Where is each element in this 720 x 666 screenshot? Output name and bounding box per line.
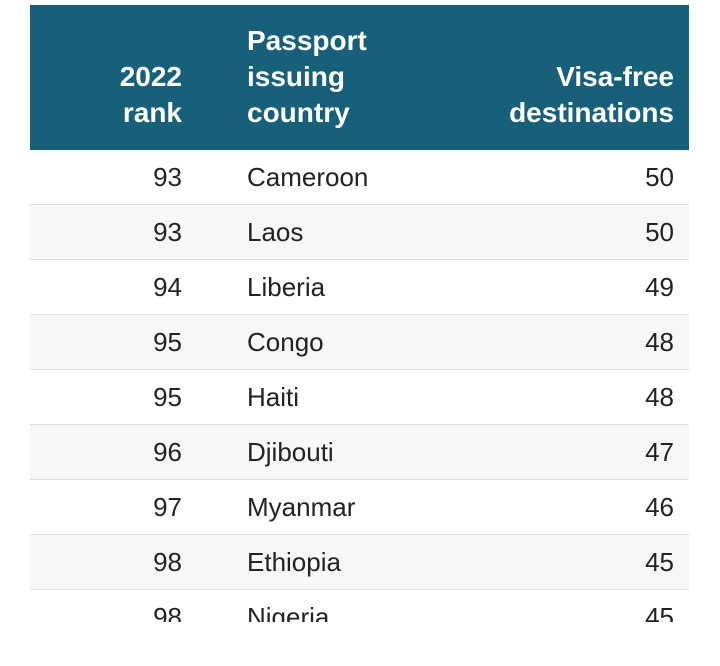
table-cell: 50 bbox=[645, 162, 674, 192]
table-cell: Cameroon bbox=[247, 162, 369, 192]
table-cell: 98 bbox=[153, 602, 182, 622]
table-cell: 45 bbox=[645, 547, 674, 577]
table-row: 98 Ethiopia 45 bbox=[30, 535, 689, 590]
header-cell: 2022 rank bbox=[119, 61, 182, 128]
table-cell: 95 bbox=[153, 327, 182, 357]
table-cell: 46 bbox=[645, 492, 674, 522]
table-cell: 94 bbox=[153, 272, 182, 302]
table-cell: 97 bbox=[153, 492, 182, 522]
header-cell: Passport issuing country bbox=[247, 25, 367, 128]
table-row: 95 Congo 48 bbox=[30, 315, 689, 370]
table-row: 98 Nigeria 45 bbox=[30, 590, 689, 622]
table-cell: Haiti bbox=[247, 382, 300, 412]
table-cell: 45 bbox=[645, 602, 674, 622]
table-cell: 47 bbox=[645, 437, 674, 467]
table-cell: 49 bbox=[645, 272, 674, 302]
table-row: 96 Djibouti 47 bbox=[30, 425, 689, 480]
table-row: 93 Cameroon 50 bbox=[30, 150, 689, 205]
table-cell: Liberia bbox=[247, 272, 326, 302]
table-cell: 95 bbox=[153, 382, 182, 412]
table-cell: 48 bbox=[645, 327, 674, 357]
table-cell: 48 bbox=[645, 382, 674, 412]
table-cell: 93 bbox=[153, 217, 182, 247]
table-row: 97 Myanmar 46 bbox=[30, 480, 689, 535]
table-header: 2022 rank Passport issuing country Visa-… bbox=[30, 5, 689, 150]
table-row: 93 Laos 50 bbox=[30, 205, 689, 260]
table-cell: 96 bbox=[153, 437, 182, 467]
table-body: 93 Cameroon 50 93 Laos 50 94 Liberia 49 95 Congo 48… bbox=[30, 150, 689, 622]
table-cell: Nigeria bbox=[247, 602, 330, 622]
table-cell: 50 bbox=[645, 217, 674, 247]
table-cell: Laos bbox=[247, 217, 304, 247]
header-cell: Visa-free destinations bbox=[509, 61, 674, 128]
table-cell: 93 bbox=[153, 162, 182, 192]
table: 2022 rank Passport issuing country Visa-… bbox=[30, 5, 689, 622]
table-cell: 98 bbox=[153, 547, 182, 577]
table-row: 95 Haiti 48 bbox=[30, 370, 689, 425]
table-cell: Djibouti bbox=[247, 437, 334, 467]
table-cell: Myanmar bbox=[247, 492, 356, 522]
table-cell: Ethiopia bbox=[247, 547, 341, 577]
table-cell: Congo bbox=[247, 327, 324, 357]
table-row: 94 Liberia 49 bbox=[30, 260, 689, 315]
